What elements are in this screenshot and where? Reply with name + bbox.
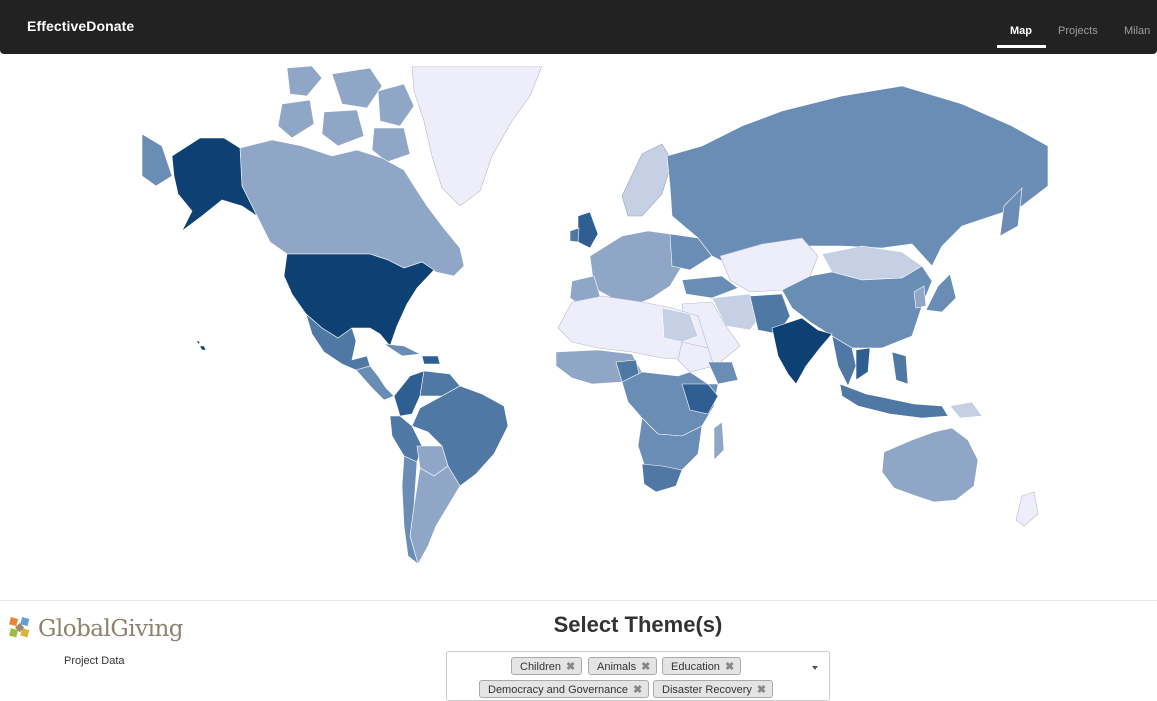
country-indonesia[interactable] xyxy=(839,383,949,419)
country-kenya-uganda[interactable] xyxy=(681,383,719,415)
theme-multiselect[interactable]: Children ✖ Animals ✖ Education ✖ Democracy … xyxy=(446,651,830,701)
navbar: EffectiveDonate Map Projects Milan xyxy=(0,0,1157,54)
country-russia-west-tip[interactable] xyxy=(142,133,173,187)
country-korea[interactable] xyxy=(913,285,927,309)
country-japan[interactable] xyxy=(925,273,957,313)
globalgiving-logo-icon xyxy=(9,617,30,638)
country-brazil[interactable] xyxy=(411,385,509,487)
country-south-africa[interactable] xyxy=(641,463,683,493)
tag-label: Democracy and Governance xyxy=(488,684,629,696)
dropdown-caret-icon[interactable] xyxy=(812,666,818,670)
country-chile[interactable] xyxy=(401,455,419,565)
theme-tag-animals[interactable]: Animals ✖ xyxy=(588,657,658,675)
brand-link[interactable]: EffectiveDonate xyxy=(27,18,135,34)
theme-tag-disaster-recovery[interactable]: Disaster Recovery ✖ xyxy=(653,680,774,698)
country-papua-new-guinea[interactable] xyxy=(949,401,983,419)
country-greenland[interactable] xyxy=(411,66,543,207)
project-data-caption: Project Data xyxy=(64,655,125,667)
country-new-zealand[interactable] xyxy=(1015,491,1039,527)
remove-tag-icon[interactable]: ✖ xyxy=(565,661,576,673)
tag-label: Education xyxy=(671,661,720,673)
tag-label: Children xyxy=(520,661,561,673)
theme-tag-education[interactable]: Education ✖ xyxy=(662,657,742,675)
remove-tag-icon[interactable]: ✖ xyxy=(633,684,643,696)
country-europe-west[interactable] xyxy=(589,230,683,307)
country-vietnam[interactable] xyxy=(855,347,871,381)
country-mexico[interactable] xyxy=(305,313,371,371)
country-ukraine[interactable] xyxy=(669,233,713,271)
nav-active-indicator xyxy=(997,45,1046,48)
remove-tag-icon[interactable]: ✖ xyxy=(756,684,767,696)
country-kamchatka[interactable] xyxy=(999,187,1023,237)
country-argentina[interactable] xyxy=(409,465,461,565)
nav-map[interactable]: Map xyxy=(1010,25,1032,37)
country-ireland[interactable] xyxy=(569,227,580,243)
country-australia[interactable] xyxy=(881,427,979,503)
theme-tag-democracy[interactable]: Democracy and Governance ✖ xyxy=(479,680,650,698)
nav-projects[interactable]: Projects xyxy=(1058,25,1098,37)
country-russia[interactable] xyxy=(666,85,1048,267)
remove-tag-icon[interactable]: ✖ xyxy=(641,661,651,673)
globalgiving-logo-text: GlobalGiving xyxy=(38,616,183,642)
world-map-svg[interactable] xyxy=(142,66,1048,566)
country-egypt[interactable] xyxy=(661,307,699,343)
remove-tag-icon[interactable]: ✖ xyxy=(724,661,735,673)
country-india[interactable] xyxy=(771,317,833,385)
country-sudan[interactable] xyxy=(677,341,715,373)
section-divider xyxy=(0,600,1157,601)
tag-label: Disaster Recovery xyxy=(662,684,752,696)
country-southern-africa[interactable] xyxy=(637,417,703,481)
tag-label: Animals xyxy=(597,661,637,673)
country-uk[interactable] xyxy=(577,211,599,249)
country-hawaii[interactable] xyxy=(195,339,207,351)
country-ethiopia[interactable] xyxy=(707,361,739,385)
country-us-alaska[interactable] xyxy=(171,137,258,232)
country-haiti[interactable] xyxy=(421,355,441,365)
country-cuba[interactable] xyxy=(383,343,422,357)
country-myanmar-thailand[interactable] xyxy=(831,335,857,387)
country-turkey[interactable] xyxy=(681,275,739,299)
country-philippines[interactable] xyxy=(891,351,909,385)
country-madagascar[interactable] xyxy=(713,421,725,461)
theme-tag-children[interactable]: Children ✖ xyxy=(511,657,583,675)
theme-select-title: Select Theme(s) xyxy=(553,612,723,637)
country-usa[interactable] xyxy=(283,253,435,347)
country-scandinavia[interactable] xyxy=(621,143,673,217)
nav-user-milan[interactable]: Milan xyxy=(1124,25,1151,37)
country-central-america[interactable] xyxy=(355,365,395,401)
country-canada-islands[interactable] xyxy=(277,66,415,163)
world-choropleth-map[interactable] xyxy=(142,66,1048,566)
